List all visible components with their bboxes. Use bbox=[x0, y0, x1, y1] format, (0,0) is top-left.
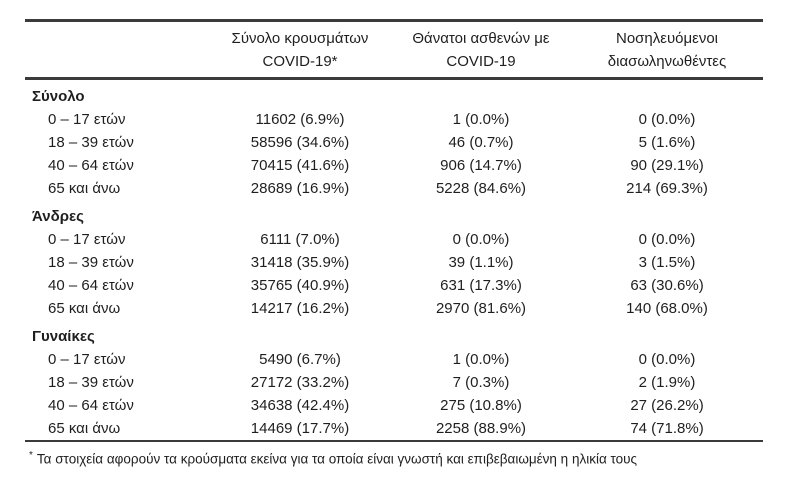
deaths-value: 2970 (81.6%) bbox=[435, 300, 527, 317]
deaths-value: 39 (1.1%) bbox=[448, 254, 514, 271]
footnote-text: Τα στοιχεία αφορούν τα κρούσματα εκείνα … bbox=[36, 451, 638, 467]
intubated-value: 0 (0.0%) bbox=[638, 111, 696, 128]
deaths-value: 2258 (88.9%) bbox=[435, 420, 527, 437]
column-header-line: διασωληνωθέντες bbox=[607, 53, 727, 70]
age-group-label: 65 και άνω bbox=[48, 420, 121, 437]
cases-value: 14469 (17.7%) bbox=[250, 420, 350, 437]
intubated-value: 74 (71.8%) bbox=[630, 420, 704, 437]
age-group-label: 18 – 39 ετών bbox=[48, 134, 134, 151]
column-header-total-cases: Σύνολο κρουσμάτων COVID-19* bbox=[209, 27, 391, 73]
deaths-value: 906 (14.7%) bbox=[440, 157, 522, 174]
cases-value: 27172 (33.2%) bbox=[250, 374, 350, 391]
age-group-label: 65 και άνω bbox=[48, 300, 121, 317]
deaths-value: 5228 (84.6%) bbox=[435, 180, 527, 197]
cases-value: 35765 (40.9%) bbox=[250, 277, 350, 294]
cases-value: 11602 (6.9%) bbox=[255, 111, 345, 128]
deaths-value: 0 (0.0%) bbox=[452, 231, 510, 248]
column-header-line: COVID-19 bbox=[446, 53, 516, 70]
intubated-value: 90 (29.1%) bbox=[630, 157, 704, 174]
table-header-row: Σύνολο κρουσμάτων COVID-19* Θάνατοι ασθε… bbox=[25, 22, 763, 77]
deaths-value: 1 (0.0%) bbox=[452, 111, 510, 128]
cases-value: 58596 (34.6%) bbox=[250, 134, 350, 151]
column-header-intubated: Νοσηλευόμενοι διασωληνωθέντες bbox=[571, 27, 763, 73]
column-header-line: COVID-19* bbox=[262, 53, 338, 70]
intubated-value: 140 (68.0%) bbox=[626, 300, 708, 317]
deaths-value: 46 (0.7%) bbox=[448, 134, 514, 151]
intubated-value: 3 (1.5%) bbox=[638, 254, 696, 271]
bottom-rule bbox=[25, 440, 763, 442]
age-group-label: 65 και άνω bbox=[48, 180, 121, 197]
table-row: 40 – 64 ετών 70415 (41.6%) 906 (14.7%) 9… bbox=[25, 154, 763, 177]
intubated-value: 2 (1.9%) bbox=[638, 374, 696, 391]
age-group-label: 0 – 17 ετών bbox=[48, 231, 126, 248]
intubated-value: 63 (30.6%) bbox=[630, 277, 704, 294]
section-label: Γυναίκες bbox=[32, 328, 95, 345]
section-header-women: Γυναίκες bbox=[25, 320, 763, 348]
column-header-line: Σύνολο κρουσμάτων bbox=[231, 30, 369, 47]
deaths-value: 1 (0.0%) bbox=[452, 351, 510, 368]
intubated-value: 27 (26.2%) bbox=[630, 397, 704, 414]
table-row: 18 – 39 ετών 27172 (33.2%) 7 (0.3%) 2 (1… bbox=[25, 371, 763, 394]
age-group-label: 40 – 64 ετών bbox=[48, 277, 134, 294]
cases-value: 5490 (6.7%) bbox=[259, 351, 341, 368]
age-group-label: 0 – 17 ετών bbox=[48, 351, 126, 368]
table-row: 40 – 64 ετών 34638 (42.4%) 275 (10.8%) 2… bbox=[25, 394, 763, 417]
deaths-value: 7 (0.3%) bbox=[452, 374, 510, 391]
intubated-value: 5 (1.6%) bbox=[638, 134, 696, 151]
age-group-label: 40 – 64 ετών bbox=[48, 397, 134, 414]
age-group-label: 18 – 39 ετών bbox=[48, 374, 134, 391]
section-header-men: Άνδρες bbox=[25, 200, 763, 228]
column-header-line: Νοσηλευόμενοι bbox=[615, 30, 718, 47]
column-header-line: Θάνατοι ασθενών με bbox=[412, 30, 550, 47]
cases-value: 70415 (41.6%) bbox=[250, 157, 350, 174]
cases-value: 14217 (16.2%) bbox=[250, 300, 350, 317]
intubated-value: 0 (0.0%) bbox=[638, 231, 696, 248]
table-row: 65 και άνω 14217 (16.2%) 2970 (81.6%) 14… bbox=[25, 297, 763, 320]
table-row: 40 – 64 ετών 35765 (40.9%) 631 (17.3%) 6… bbox=[25, 274, 763, 297]
intubated-value: 0 (0.0%) bbox=[638, 351, 696, 368]
table-row: 18 – 39 ετών 58596 (34.6%) 46 (0.7%) 5 (… bbox=[25, 131, 763, 154]
cases-value: 31418 (35.9%) bbox=[250, 254, 350, 271]
section-label: Σύνολο bbox=[32, 88, 85, 105]
table-body: Σύνολο 0 – 17 ετών 11602 (6.9%) 1 (0.0%)… bbox=[25, 80, 763, 440]
table-row: 0 – 17 ετών 6111 (7.0%) 0 (0.0%) 0 (0.0%… bbox=[25, 228, 763, 251]
deaths-value: 631 (17.3%) bbox=[440, 277, 522, 294]
covid-age-distribution-table: Σύνολο κρουσμάτων COVID-19* Θάνατοι ασθε… bbox=[25, 19, 763, 469]
intubated-value: 214 (69.3%) bbox=[626, 180, 708, 197]
cases-value: 34638 (42.4%) bbox=[250, 397, 350, 414]
table-footnote: * Τα στοιχεία αφορούν τα κρούσματα εκείνα… bbox=[25, 447, 763, 469]
age-group-label: 18 – 39 ετών bbox=[48, 254, 134, 271]
table-row: 65 και άνω 28689 (16.9%) 5228 (84.6%) 21… bbox=[25, 177, 763, 200]
table-row: 65 και άνω 14469 (17.7%) 2258 (88.9%) 74… bbox=[25, 417, 763, 440]
table-row: 0 – 17 ετών 11602 (6.9%) 1 (0.0%) 0 (0.0… bbox=[25, 108, 763, 131]
age-group-label: 40 – 64 ετών bbox=[48, 157, 134, 174]
age-group-label: 0 – 17 ετών bbox=[48, 111, 126, 128]
section-header-total: Σύνολο bbox=[25, 80, 763, 108]
cases-value: 6111 (7.0%) bbox=[260, 231, 340, 248]
cases-value: 28689 (16.9%) bbox=[250, 180, 350, 197]
section-label: Άνδρες bbox=[32, 208, 84, 225]
column-header-deaths: Θάνατοι ασθενών με COVID-19 bbox=[391, 27, 571, 73]
top-rule bbox=[25, 19, 763, 22]
table-row: 0 – 17 ετών 5490 (6.7%) 1 (0.0%) 0 (0.0%… bbox=[25, 348, 763, 371]
header-rule bbox=[25, 77, 763, 80]
footnote-asterisk: * bbox=[29, 450, 33, 461]
deaths-value: 275 (10.8%) bbox=[440, 397, 522, 414]
table-row: 18 – 39 ετών 31418 (35.9%) 39 (1.1%) 3 (… bbox=[25, 251, 763, 274]
